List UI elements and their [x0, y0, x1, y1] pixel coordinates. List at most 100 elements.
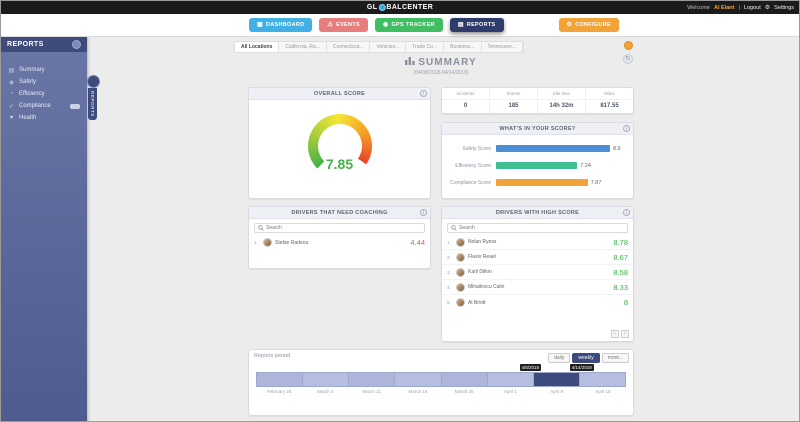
location-tab[interactable]: Tennessee... — [482, 42, 523, 52]
timeline-segment[interactable] — [257, 373, 303, 386]
nav-button[interactable]: ▦ DASHBOARD — [249, 18, 313, 32]
alerts-icon[interactable] — [624, 41, 633, 50]
score-breakdown-header: WHAT'S IN YOUR SCORE? i — [442, 123, 633, 135]
info-icon[interactable]: i — [420, 209, 427, 216]
axis-label: April 15 — [595, 389, 611, 394]
reports-flag[interactable]: REPORTS — [87, 75, 100, 120]
next-page-button[interactable]: › — [621, 330, 629, 338]
axis-label: March 4 — [317, 389, 334, 394]
driver-row[interactable]: 5. Al Briott 8 — [442, 295, 633, 310]
driver-row[interactable]: 1. Nolan Ryess 8.78 — [442, 235, 633, 250]
timeline-segment[interactable] — [532, 373, 579, 386]
stat-label: Incidents — [442, 88, 489, 100]
sidebar-header: REPORTS — [1, 37, 87, 52]
coaching-title: DRIVERS THAT NEED COACHING — [291, 209, 388, 216]
timeline-segment[interactable] — [394, 373, 441, 386]
driver-name: Al Briott — [468, 299, 486, 306]
location-tab[interactable]: Connecticut... — [327, 42, 371, 52]
stat-label: Miles — [586, 88, 633, 100]
timeline-segment[interactable] — [578, 373, 625, 386]
info-icon[interactable]: i — [623, 125, 630, 132]
nav-button[interactable]: ⚙ CONFIGURE — [558, 18, 619, 32]
sidebar-item-label: Summary — [19, 67, 45, 73]
driver-avatar — [263, 238, 272, 247]
gauge-area: 7.85 — [249, 114, 430, 214]
high-score-search-input[interactable] — [459, 225, 624, 231]
sidebar-item-label: Health — [19, 115, 37, 121]
nav-button-label: DASHBOARD — [265, 22, 305, 28]
driver-score: 8.67 — [613, 252, 628, 262]
nav-button[interactable]: ◉ GPS TRACKER — [374, 18, 443, 32]
period-button[interactable]: mont... — [601, 353, 629, 363]
coaching-driver-list: 1. Stefan Radeou 4.44 — [249, 235, 430, 250]
driver-name: Mihailescu Calin — [468, 284, 505, 290]
sidebar-item[interactable]: ◈ Safety — [1, 76, 87, 88]
timeline-segment[interactable] — [486, 373, 533, 386]
driver-name: Flavio Reael — [468, 254, 496, 260]
logout-link[interactable]: Logout — [743, 4, 761, 11]
sidebar-item[interactable]: ◔ Efficiency — [1, 88, 87, 100]
driver-rank: 1. — [254, 240, 258, 245]
location-tab[interactable]: All Locations — [235, 42, 280, 52]
location-tab[interactable]: Trade Co... — [406, 42, 445, 52]
location-tab[interactable]: Business... — [444, 42, 482, 52]
driver-rank: 2. — [447, 254, 451, 260]
sidebar-item-icon: ♥ — [9, 115, 14, 121]
nav-button-label: REPORTS — [466, 22, 496, 28]
nav-button-icon: ◉ — [382, 22, 389, 28]
timeline-segment[interactable] — [302, 373, 349, 386]
stat-label: Events — [490, 88, 537, 100]
driver-score: 8.58 — [613, 267, 628, 277]
driver-rank: 3. — [447, 269, 451, 275]
date-range: (04/08/2018-04/14/2018) — [413, 70, 469, 76]
period-buttons: daily weekly mont... — [548, 353, 629, 363]
nav-button-icon: ▤ — [457, 22, 464, 28]
overall-score-card: OVERALL SCORE i 7.85 — [248, 87, 431, 199]
driver-score: 8.78 — [613, 237, 628, 247]
info-icon[interactable]: i — [623, 209, 630, 216]
period-end-tag: 4/14/2018 — [569, 364, 594, 371]
location-tab[interactable]: Vehicles... — [370, 42, 407, 52]
coaching-search-input[interactable] — [266, 225, 421, 231]
prev-page-button[interactable]: ‹ — [611, 330, 619, 338]
timeline-segment[interactable] — [440, 373, 487, 386]
score-breakdown-title: WHAT'S IN YOUR SCORE? — [499, 125, 576, 132]
refresh-button[interactable]: ↻ — [623, 54, 633, 64]
axis-label: April 1 — [503, 389, 517, 394]
sidebar-help-icon[interactable] — [72, 40, 81, 49]
reports-flag-icon — [87, 75, 100, 88]
score-bar-label: Safety Score — [462, 145, 491, 152]
stat-column: Events 185 — [489, 88, 537, 113]
welcome-label: Welcome — [687, 4, 710, 11]
driver-rank: 1. — [447, 239, 451, 245]
sidebar-item[interactable]: ✓ Compliance — [1, 100, 87, 112]
settings-link[interactable]: Settings — [774, 4, 794, 11]
sidebar-item-icon: ▤ — [8, 67, 15, 74]
app-logo: GL BALCENTER — [367, 1, 433, 14]
nav-button[interactable]: ⚠ EVENTS — [319, 18, 368, 32]
content: All Locations California, Ra... Connecti… — [234, 37, 634, 421]
info-icon[interactable]: i — [420, 90, 427, 97]
driver-row[interactable]: 2. Flavio Reael 8.67 — [442, 250, 633, 265]
main-nav: ▦ DASHBOARD ⚠ EVENTS ◉ GPS TRACKER ▤ REP… — [1, 14, 799, 37]
score-bars: Safety Score 8.9 Efficiency Score 7.24 — [442, 135, 633, 191]
period-button[interactable]: weekly — [572, 353, 600, 363]
driver-row[interactable]: 1. Stefan Radeou 4.44 — [249, 235, 430, 250]
reports-period-card: Reports period daily weekly mont... 4/8/… — [248, 349, 634, 416]
driver-row[interactable]: 4. Mihailescu Calin 8.33 — [442, 280, 633, 295]
sidebar-item-label: Compliance — [19, 103, 51, 109]
axis-label: February 25 — [266, 389, 292, 394]
nav-button[interactable]: ▤ REPORTS — [449, 18, 504, 32]
timeline-segment[interactable] — [348, 373, 395, 386]
sidebar-item[interactable]: ▤ Summary — [1, 64, 87, 76]
nav-button-icon: ⚠ — [327, 22, 334, 28]
score-gauge — [307, 114, 372, 178]
driver-row[interactable]: 3. Karli Dillon 8.58 — [442, 265, 633, 280]
location-tab[interactable]: California, Ra... — [279, 42, 327, 52]
page-title: SUMMARY — [248, 57, 634, 68]
coaching-card: DRIVERS THAT NEED COACHING i 1. Stefan R… — [248, 206, 431, 269]
period-button[interactable]: daily — [548, 353, 571, 363]
username: Al Elant — [713, 4, 735, 11]
sidebar-item[interactable]: ♥ Health — [1, 112, 87, 124]
